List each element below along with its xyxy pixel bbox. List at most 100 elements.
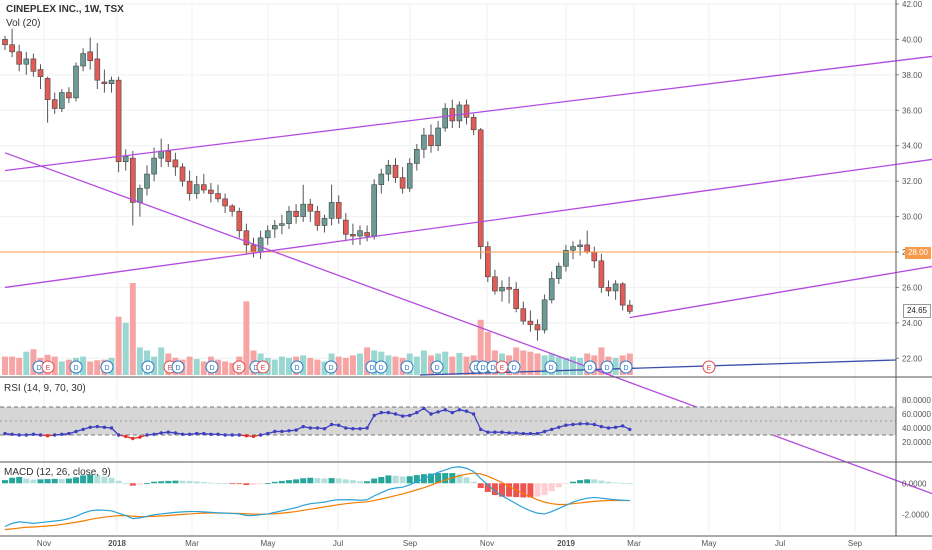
- volume-bar: [286, 357, 292, 375]
- macd-histogram-bar: [151, 481, 158, 484]
- volume-bar: [598, 347, 605, 375]
- candle-body: [229, 205, 235, 212]
- volume-bar: [158, 347, 165, 375]
- event-marker: [324, 360, 338, 374]
- rsi-point: [599, 424, 604, 429]
- macd-line: [4, 466, 630, 528]
- volume-bar: [94, 360, 101, 375]
- volume-bar: [392, 356, 399, 375]
- macd-histogram-bar: [406, 476, 413, 484]
- rsi-point: [145, 433, 149, 437]
- candle-body: [264, 230, 271, 239]
- time-tick-label: Sep: [848, 539, 863, 548]
- macd-histogram-bar: [470, 481, 477, 484]
- volume-bar: [456, 352, 463, 375]
- event-marker-label: D: [587, 365, 592, 372]
- rsi-point: [202, 431, 206, 436]
- macd-histogram-bar: [357, 481, 363, 484]
- rsi-point: [216, 432, 220, 436]
- rsi-point: [266, 431, 270, 436]
- volume-bar: [229, 362, 236, 375]
- volume-legend: Vol (20): [6, 18, 41, 29]
- price-tick-label: 38.00: [902, 71, 923, 80]
- candle-body: [208, 189, 214, 194]
- candle-body: [236, 210, 243, 232]
- macd-histogram-bar: [271, 481, 278, 484]
- rsi-point: [628, 427, 632, 432]
- macd-histogram-bar: [378, 477, 385, 484]
- volume-bar: [335, 356, 342, 375]
- event-marker: [430, 360, 444, 374]
- volume-bar: [278, 356, 285, 375]
- candle-body: [470, 117, 477, 131]
- event-marker-label: E: [261, 365, 266, 372]
- rsi-point: [74, 429, 78, 434]
- event-marker: [100, 360, 114, 374]
- price-tick-label: 22.00: [902, 354, 923, 363]
- macd-histogram-bar: [30, 479, 37, 484]
- candle-body: [385, 164, 392, 175]
- volume-bar: [477, 319, 484, 375]
- rsi-tick-label: 20.0000: [902, 438, 931, 447]
- macd-legend: MACD (12, 26, close, 9): [4, 467, 111, 478]
- macd-histogram-bar: [364, 481, 371, 484]
- macd-histogram-bar: [250, 483, 257, 485]
- macd-histogram-bar: [534, 483, 541, 497]
- rsi-point: [67, 431, 71, 436]
- candle-body: [51, 99, 58, 109]
- event-marker-label: E: [707, 365, 712, 372]
- rsi-point: [294, 428, 298, 432]
- rsi-point: [344, 426, 348, 430]
- candle-body: [342, 219, 349, 235]
- rsi-point: [124, 434, 128, 439]
- volume-bar: [413, 356, 420, 375]
- volume-bar: [570, 356, 576, 375]
- rsi-point: [464, 409, 469, 413]
- volume-bar: [520, 350, 527, 375]
- macd-histogram-bar: [491, 483, 498, 496]
- macd-histogram-bar: [520, 483, 527, 498]
- candle-body: [250, 244, 257, 253]
- time-tick-label: Jul: [333, 539, 343, 548]
- candle-body: [555, 265, 562, 279]
- volume-bar: [51, 356, 58, 375]
- event-marker-label: E: [500, 365, 505, 372]
- volume-bar: [385, 355, 392, 375]
- event-marker-label: D: [604, 365, 609, 372]
- volume-bar: [449, 356, 456, 375]
- rsi-point: [81, 427, 85, 432]
- macd-histogram-bar: [598, 480, 605, 484]
- candle-body: [58, 92, 65, 109]
- candle-body: [16, 51, 23, 65]
- rsi-tick-label: 80.0000: [902, 396, 931, 405]
- volume-bar: [314, 359, 321, 375]
- macd-histogram-bar: [257, 483, 264, 485]
- event-marker-label: D: [369, 365, 374, 372]
- candle-body: [257, 237, 264, 253]
- time-tick-label: Jul: [775, 539, 785, 548]
- candle-body: [115, 79, 122, 162]
- candle-body: [463, 104, 470, 118]
- rsi-point: [180, 432, 185, 436]
- volume-bar: [222, 361, 229, 375]
- candle-body: [271, 225, 278, 230]
- price-tick-label: 26.00: [902, 283, 923, 292]
- candle-body: [584, 244, 591, 253]
- rsi-point: [173, 431, 178, 435]
- rsi-point: [60, 432, 64, 436]
- rsi-point: [436, 410, 440, 414]
- candle-body: [314, 210, 321, 226]
- candle-body: [534, 324, 541, 331]
- rsi-point: [521, 431, 525, 436]
- candle-body: [130, 157, 136, 203]
- candle-body: [477, 129, 484, 247]
- volume-bar: [122, 322, 129, 375]
- candle-body: [413, 148, 420, 164]
- candle-body: [193, 184, 200, 194]
- event-marker: [400, 360, 414, 374]
- macd-tick-label: -2.0000: [902, 511, 930, 520]
- volume-bar: [527, 351, 534, 375]
- macd-histogram-bar: [307, 477, 314, 484]
- event-marker: [171, 360, 185, 374]
